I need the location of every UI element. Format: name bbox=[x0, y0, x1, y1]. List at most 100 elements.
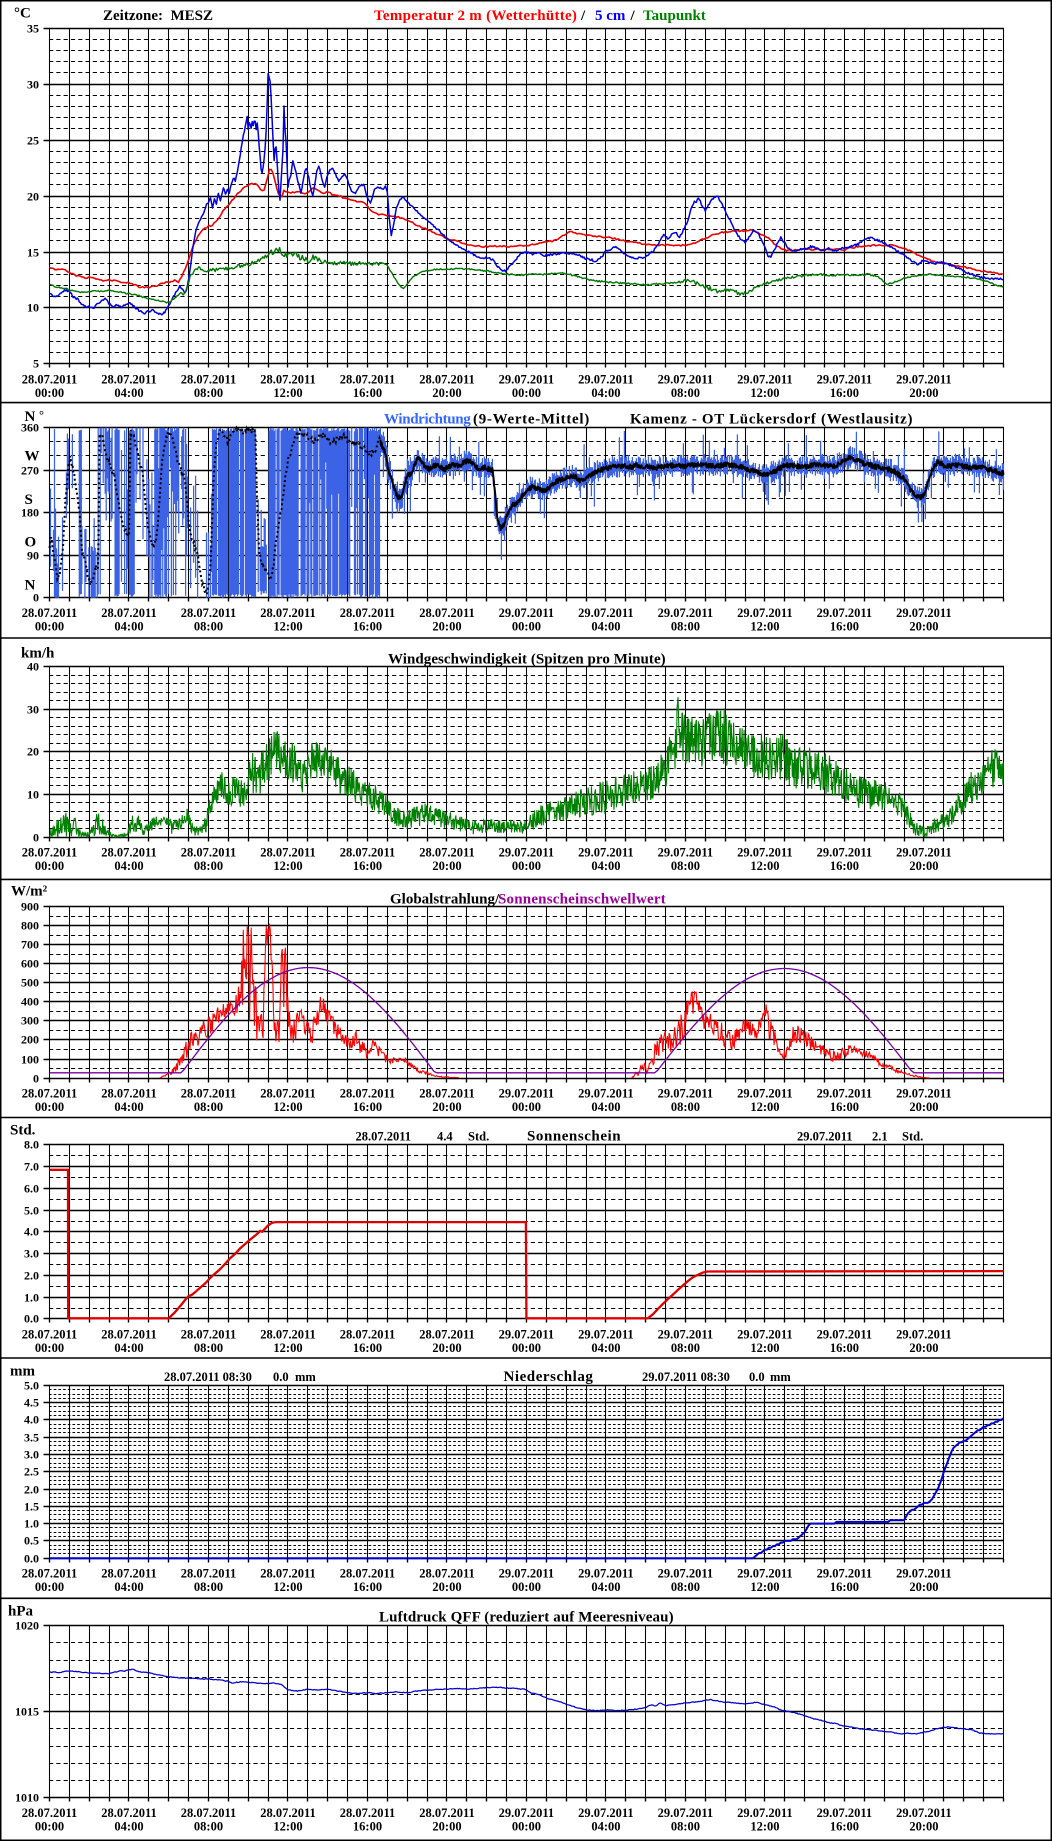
svg-text:28.07.2011: 28.07.2011 bbox=[419, 372, 475, 386]
svg-text:04:00: 04:00 bbox=[591, 1580, 620, 1594]
svg-text:mm: mm bbox=[295, 1370, 316, 1384]
svg-text:100: 100 bbox=[21, 1053, 39, 1067]
svg-text:29.07.2011: 29.07.2011 bbox=[817, 1328, 873, 1342]
svg-text:20:00: 20:00 bbox=[909, 1580, 938, 1594]
svg-text:hPa: hPa bbox=[8, 1603, 34, 1619]
svg-text:20:00: 20:00 bbox=[432, 386, 461, 400]
svg-text:29.07.2011: 29.07.2011 bbox=[499, 846, 555, 860]
svg-text:12:00: 12:00 bbox=[750, 386, 779, 400]
svg-text:4.0: 4.0 bbox=[24, 1413, 39, 1427]
svg-text:29.07.2011: 29.07.2011 bbox=[658, 372, 714, 386]
svg-text:28.07.2011: 28.07.2011 bbox=[22, 372, 78, 386]
svg-text:04:00: 04:00 bbox=[591, 620, 620, 634]
svg-text:20:00: 20:00 bbox=[432, 620, 461, 634]
svg-text:29.07.2011: 29.07.2011 bbox=[896, 1806, 952, 1820]
svg-text:5: 5 bbox=[33, 357, 39, 371]
svg-text:04:00: 04:00 bbox=[114, 1341, 143, 1355]
svg-text:mm: mm bbox=[10, 1363, 35, 1379]
svg-text:29.07.2011: 29.07.2011 bbox=[737, 1567, 793, 1581]
svg-text:28.07.2011: 28.07.2011 bbox=[356, 1130, 412, 1144]
svg-text:08:00: 08:00 bbox=[194, 1100, 223, 1114]
svg-text:800: 800 bbox=[21, 919, 39, 933]
svg-text:0: 0 bbox=[33, 1072, 39, 1086]
svg-text:1010: 1010 bbox=[15, 1791, 39, 1805]
svg-text:Std.: Std. bbox=[10, 1123, 36, 1139]
svg-text:28.07.2011: 28.07.2011 bbox=[181, 372, 237, 386]
svg-text:12:00: 12:00 bbox=[273, 1580, 302, 1594]
svg-text:30: 30 bbox=[27, 703, 39, 717]
svg-text:90: 90 bbox=[27, 549, 39, 563]
svg-text:28.07.2011: 28.07.2011 bbox=[260, 372, 316, 386]
svg-text:200: 200 bbox=[21, 1033, 39, 1047]
svg-text:Windgeschwindigkeit (Spitzen p: Windgeschwindigkeit (Spitzen pro Minute) bbox=[388, 652, 666, 668]
svg-text:29.07.2011: 29.07.2011 bbox=[896, 1328, 952, 1342]
svg-text:28.07.2011: 28.07.2011 bbox=[419, 606, 475, 620]
svg-text:Zeitzone: MESZ: Zeitzone: MESZ bbox=[103, 8, 213, 24]
svg-text:Niederschlag: Niederschlag bbox=[504, 1369, 594, 1385]
svg-text:00:00: 00:00 bbox=[512, 386, 541, 400]
svg-text:4.4: 4.4 bbox=[437, 1130, 453, 1144]
svg-text:00:00: 00:00 bbox=[512, 1820, 541, 1834]
svg-text:28.07.2011: 28.07.2011 bbox=[340, 846, 396, 860]
svg-text:28.07.2011: 28.07.2011 bbox=[419, 846, 475, 860]
svg-text:28.07.2011: 28.07.2011 bbox=[419, 1567, 475, 1581]
svg-text:29.07.2011 08:30: 29.07.2011 08:30 bbox=[642, 1370, 730, 1384]
svg-text:28.07.2011: 28.07.2011 bbox=[22, 1087, 78, 1101]
svg-text:3.5: 3.5 bbox=[24, 1431, 39, 1445]
svg-text:/: / bbox=[580, 8, 586, 24]
svg-text:16:00: 16:00 bbox=[830, 620, 859, 634]
svg-text:28.07.2011: 28.07.2011 bbox=[419, 1087, 475, 1101]
svg-text:28.07.2011: 28.07.2011 bbox=[22, 1328, 78, 1342]
svg-text:28.07.2011: 28.07.2011 bbox=[101, 1087, 157, 1101]
svg-text:20:00: 20:00 bbox=[432, 1341, 461, 1355]
svg-text:20:00: 20:00 bbox=[909, 859, 938, 873]
svg-text:16:00: 16:00 bbox=[830, 1820, 859, 1834]
svg-text:0.0: 0.0 bbox=[273, 1370, 289, 1384]
svg-text:10: 10 bbox=[27, 788, 39, 802]
svg-text:00:00: 00:00 bbox=[512, 620, 541, 634]
svg-text:29.07.2011: 29.07.2011 bbox=[499, 1087, 555, 1101]
svg-text:Std.: Std. bbox=[902, 1130, 923, 1144]
svg-text:08:00: 08:00 bbox=[194, 386, 223, 400]
svg-text:Std.: Std. bbox=[468, 1130, 489, 1144]
svg-text:29.07.2011: 29.07.2011 bbox=[499, 1806, 555, 1820]
svg-text:0: 0 bbox=[33, 831, 39, 845]
svg-text:1.5: 1.5 bbox=[24, 1500, 39, 1514]
svg-text:29.07.2011: 29.07.2011 bbox=[896, 606, 952, 620]
svg-text:29.07.2011: 29.07.2011 bbox=[658, 1087, 714, 1101]
svg-text:25: 25 bbox=[27, 134, 39, 148]
svg-text:2.5: 2.5 bbox=[24, 1465, 39, 1479]
svg-text:04:00: 04:00 bbox=[591, 859, 620, 873]
svg-text:29.07.2011: 29.07.2011 bbox=[817, 606, 873, 620]
svg-text:mm: mm bbox=[770, 1370, 791, 1384]
svg-text:20:00: 20:00 bbox=[909, 1341, 938, 1355]
svg-text:12:00: 12:00 bbox=[750, 1820, 779, 1834]
svg-text:29.07.2011: 29.07.2011 bbox=[817, 1567, 873, 1581]
svg-text:28.07.2011: 28.07.2011 bbox=[181, 846, 237, 860]
svg-text:12:00: 12:00 bbox=[750, 1341, 779, 1355]
svg-text:16:00: 16:00 bbox=[353, 386, 382, 400]
svg-text:6.0: 6.0 bbox=[24, 1182, 39, 1196]
svg-text:270: 270 bbox=[21, 464, 39, 478]
svg-text:20:00: 20:00 bbox=[432, 1820, 461, 1834]
svg-text:500: 500 bbox=[21, 976, 39, 990]
svg-text:28.07.2011: 28.07.2011 bbox=[22, 1567, 78, 1581]
svg-text:00:00: 00:00 bbox=[35, 1580, 64, 1594]
svg-text:4.0: 4.0 bbox=[24, 1225, 39, 1239]
svg-text:16:00: 16:00 bbox=[830, 1341, 859, 1355]
svg-text:°: ° bbox=[39, 408, 44, 422]
svg-text:29.07.2011: 29.07.2011 bbox=[578, 372, 634, 386]
svg-text:29.07.2011: 29.07.2011 bbox=[737, 1328, 793, 1342]
svg-text:29.07.2011: 29.07.2011 bbox=[578, 1567, 634, 1581]
svg-text:28.07.2011: 28.07.2011 bbox=[260, 1087, 316, 1101]
svg-text:29.07.2011: 29.07.2011 bbox=[737, 1087, 793, 1101]
svg-text:04:00: 04:00 bbox=[591, 1100, 620, 1114]
svg-text:08:00: 08:00 bbox=[671, 386, 700, 400]
svg-text:30: 30 bbox=[27, 78, 39, 92]
svg-text:29.07.2011: 29.07.2011 bbox=[499, 606, 555, 620]
svg-text:29.07.2011: 29.07.2011 bbox=[896, 846, 952, 860]
svg-text:S: S bbox=[25, 492, 33, 508]
svg-text:O: O bbox=[25, 535, 37, 551]
svg-text:28.07.2011: 28.07.2011 bbox=[260, 1328, 316, 1342]
svg-text:W/m²: W/m² bbox=[11, 884, 48, 900]
